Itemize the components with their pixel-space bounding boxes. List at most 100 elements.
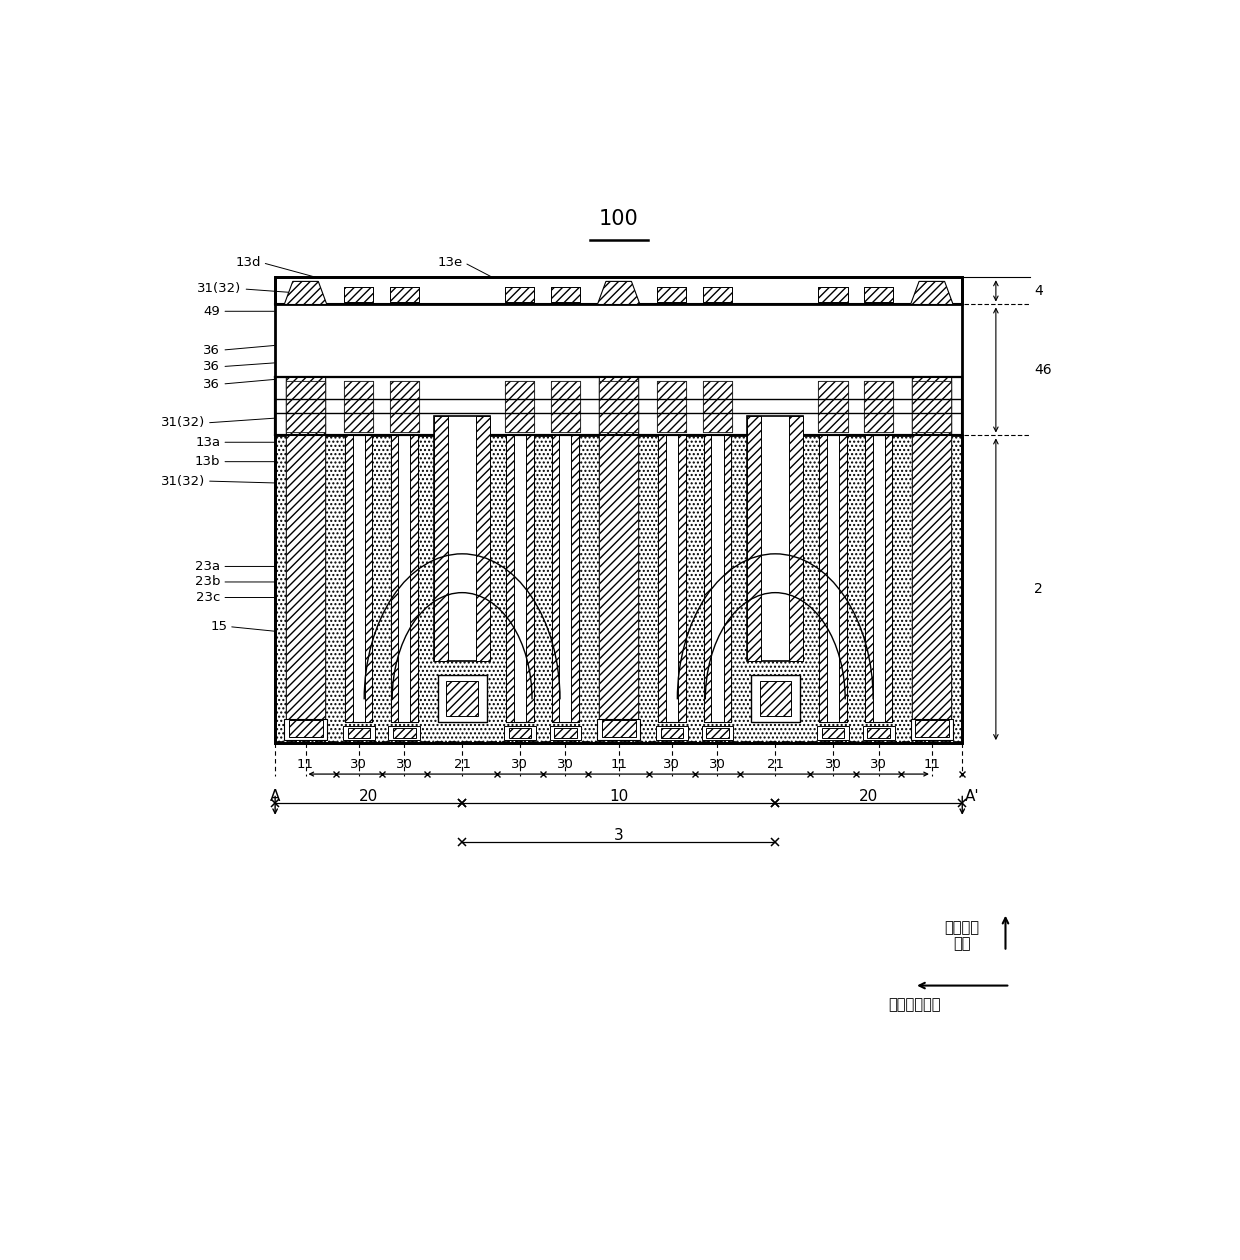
Text: 46: 46 — [1034, 363, 1052, 377]
Text: 21: 21 — [766, 757, 784, 771]
Text: 30: 30 — [396, 757, 413, 771]
Bar — [707, 728, 729, 738]
Bar — [661, 728, 683, 738]
Polygon shape — [284, 281, 327, 305]
Bar — [286, 381, 325, 432]
Bar — [503, 726, 536, 740]
Bar — [342, 726, 374, 740]
Bar — [703, 286, 732, 301]
Bar — [554, 728, 577, 738]
Text: 30: 30 — [557, 757, 574, 771]
Bar — [508, 728, 531, 738]
Text: 2: 2 — [1034, 582, 1043, 596]
Bar — [598, 718, 640, 740]
Bar — [913, 377, 951, 726]
Bar — [678, 436, 686, 722]
Bar — [656, 726, 688, 740]
Bar — [599, 381, 639, 432]
Bar — [822, 728, 844, 738]
Bar — [289, 719, 322, 737]
Bar — [915, 719, 949, 737]
Text: 23a: 23a — [195, 559, 221, 573]
Bar — [552, 436, 559, 722]
Text: 11: 11 — [924, 757, 940, 771]
Text: 13a: 13a — [195, 436, 221, 449]
Bar — [839, 436, 847, 722]
Bar — [505, 381, 534, 432]
Bar — [818, 286, 848, 301]
Bar — [434, 416, 448, 660]
Bar — [275, 277, 962, 305]
Bar — [703, 381, 732, 432]
Bar — [760, 680, 791, 716]
Bar — [389, 286, 419, 301]
Text: 单元延伸: 单元延伸 — [945, 920, 980, 935]
Bar — [286, 381, 325, 432]
Text: 20: 20 — [859, 789, 878, 804]
Polygon shape — [598, 281, 640, 305]
Bar — [275, 436, 962, 743]
Bar — [703, 286, 732, 301]
Text: A: A — [270, 789, 280, 804]
Bar — [446, 680, 477, 716]
Bar — [704, 436, 732, 722]
Polygon shape — [910, 281, 954, 305]
Bar — [286, 377, 325, 726]
Bar — [658, 436, 666, 722]
Text: 31(32): 31(32) — [161, 416, 205, 430]
Bar — [818, 381, 848, 432]
Bar — [817, 726, 849, 740]
Bar — [913, 377, 951, 726]
Bar — [866, 436, 873, 722]
Bar — [275, 377, 962, 436]
Text: 30: 30 — [350, 757, 367, 771]
Bar — [866, 436, 893, 722]
Bar — [345, 381, 373, 432]
Bar — [818, 286, 848, 301]
Text: 11: 11 — [610, 757, 627, 771]
Bar — [345, 436, 352, 722]
Bar — [702, 726, 733, 740]
Bar — [275, 277, 962, 743]
Text: 30: 30 — [511, 757, 528, 771]
Text: 30: 30 — [663, 757, 681, 771]
Bar — [658, 436, 686, 722]
Text: 31(32): 31(32) — [197, 282, 242, 295]
Text: 13e: 13e — [438, 256, 463, 270]
Bar — [868, 728, 890, 738]
Text: 11: 11 — [298, 757, 314, 771]
Bar — [789, 416, 804, 660]
Text: 15: 15 — [210, 620, 227, 633]
Bar — [818, 381, 848, 432]
Text: 100: 100 — [599, 209, 639, 229]
Bar — [703, 381, 732, 432]
Bar — [345, 381, 373, 432]
Bar — [347, 728, 370, 738]
Bar — [275, 305, 962, 377]
Text: 单元布置方向: 单元布置方向 — [888, 998, 940, 1013]
Bar — [657, 381, 687, 432]
Text: 20: 20 — [360, 789, 378, 804]
Text: 30: 30 — [825, 757, 842, 771]
Bar — [863, 726, 894, 740]
Bar — [365, 436, 372, 722]
Bar — [389, 286, 419, 301]
Bar — [506, 436, 513, 722]
Text: 3: 3 — [614, 828, 624, 843]
Text: 23b: 23b — [195, 576, 221, 588]
Text: 10: 10 — [609, 789, 629, 804]
Bar — [864, 286, 893, 301]
Bar — [286, 377, 325, 726]
Text: 4: 4 — [1034, 284, 1043, 297]
Bar — [549, 726, 582, 740]
Bar — [505, 381, 534, 432]
Text: A': A' — [965, 789, 980, 804]
Bar — [884, 436, 893, 722]
Bar — [410, 436, 418, 722]
Bar — [750, 675, 800, 722]
Bar — [275, 277, 962, 305]
Bar — [657, 286, 687, 301]
Bar — [345, 436, 372, 722]
Text: 13b: 13b — [195, 455, 221, 469]
Bar — [284, 718, 327, 740]
